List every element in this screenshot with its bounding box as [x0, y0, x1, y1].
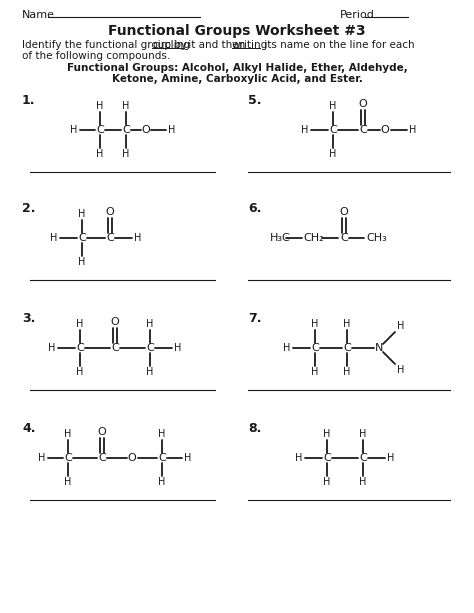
Text: H: H [359, 477, 367, 487]
Text: H: H [48, 343, 55, 353]
Text: H: H [122, 149, 130, 159]
Text: H: H [158, 429, 166, 439]
Text: H: H [311, 319, 319, 329]
Text: H: H [397, 321, 405, 331]
Text: C: C [64, 453, 72, 463]
Text: H: H [64, 477, 72, 487]
Text: C: C [76, 343, 84, 353]
Text: H: H [283, 343, 291, 353]
Text: O: O [110, 317, 119, 327]
Text: H: H [146, 319, 154, 329]
Text: C: C [343, 343, 351, 353]
Text: H: H [301, 125, 309, 135]
Text: 8.: 8. [248, 422, 261, 435]
Text: H: H [295, 453, 303, 463]
Text: 2.: 2. [22, 202, 36, 215]
Text: circling: circling [152, 40, 190, 50]
Text: O: O [106, 207, 114, 217]
Text: H: H [329, 101, 337, 111]
Text: H: H [329, 149, 337, 159]
Text: Functional Groups Worksheet #3: Functional Groups Worksheet #3 [108, 24, 366, 38]
Text: H: H [70, 125, 78, 135]
Text: H: H [78, 257, 86, 267]
Text: it and then: it and then [185, 40, 248, 50]
Text: H: H [168, 125, 176, 135]
Text: Identify the functional group by: Identify the functional group by [22, 40, 190, 50]
Text: 3.: 3. [22, 311, 36, 324]
Text: Ketone, Amine, Carboxylic Acid, and Ester.: Ketone, Amine, Carboxylic Acid, and Este… [111, 74, 363, 84]
Text: C: C [96, 125, 104, 135]
Text: H: H [76, 319, 84, 329]
Text: O: O [98, 427, 106, 437]
Text: O: O [142, 125, 150, 135]
Text: O: O [128, 453, 137, 463]
Text: C: C [340, 233, 348, 243]
Text: Period: Period [340, 10, 375, 20]
Text: H: H [323, 429, 331, 439]
Text: H: H [343, 367, 351, 377]
Text: 5.: 5. [248, 94, 262, 107]
Text: H: H [323, 477, 331, 487]
Text: H: H [359, 429, 367, 439]
Text: H₃C: H₃C [270, 233, 291, 243]
Text: H: H [410, 125, 417, 135]
Text: H: H [38, 453, 46, 463]
Text: C: C [146, 343, 154, 353]
Text: writing: writing [232, 40, 268, 50]
Text: 4.: 4. [22, 422, 36, 435]
Text: H: H [134, 233, 142, 243]
Text: Name: Name [22, 10, 55, 20]
Text: N: N [375, 343, 383, 353]
Text: C: C [78, 233, 86, 243]
Text: C: C [158, 453, 166, 463]
Text: H: H [122, 101, 130, 111]
Text: H: H [387, 453, 395, 463]
Text: H: H [397, 365, 405, 375]
Text: C: C [98, 453, 106, 463]
Text: H: H [343, 319, 351, 329]
Text: H: H [64, 429, 72, 439]
Text: 1.: 1. [22, 94, 36, 107]
Text: C: C [323, 453, 331, 463]
Text: C: C [359, 125, 367, 135]
Text: H: H [78, 209, 86, 219]
Text: H: H [158, 477, 166, 487]
Text: O: O [359, 99, 367, 109]
Text: C: C [311, 343, 319, 353]
Text: O: O [340, 207, 348, 217]
Text: C: C [111, 343, 119, 353]
Text: 6.: 6. [248, 202, 261, 215]
Text: H: H [184, 453, 191, 463]
Text: H: H [146, 367, 154, 377]
Text: its name on the line for each: its name on the line for each [261, 40, 415, 50]
Text: C: C [106, 233, 114, 243]
Text: H: H [311, 367, 319, 377]
Text: H: H [76, 367, 84, 377]
Text: 7.: 7. [248, 311, 262, 324]
Text: C: C [359, 453, 367, 463]
Text: C: C [122, 125, 130, 135]
Text: C: C [329, 125, 337, 135]
Text: Functional Groups: Alcohol, Alkyl Halide, Ether, Aldehyde,: Functional Groups: Alcohol, Alkyl Halide… [67, 63, 407, 73]
Text: CH₃: CH₃ [366, 233, 387, 243]
Text: O: O [381, 125, 389, 135]
Text: H: H [174, 343, 182, 353]
Text: CH₂: CH₂ [303, 233, 324, 243]
Text: H: H [96, 101, 104, 111]
Text: of the following compounds.: of the following compounds. [22, 51, 170, 61]
Text: H: H [96, 149, 104, 159]
Text: H: H [50, 233, 58, 243]
